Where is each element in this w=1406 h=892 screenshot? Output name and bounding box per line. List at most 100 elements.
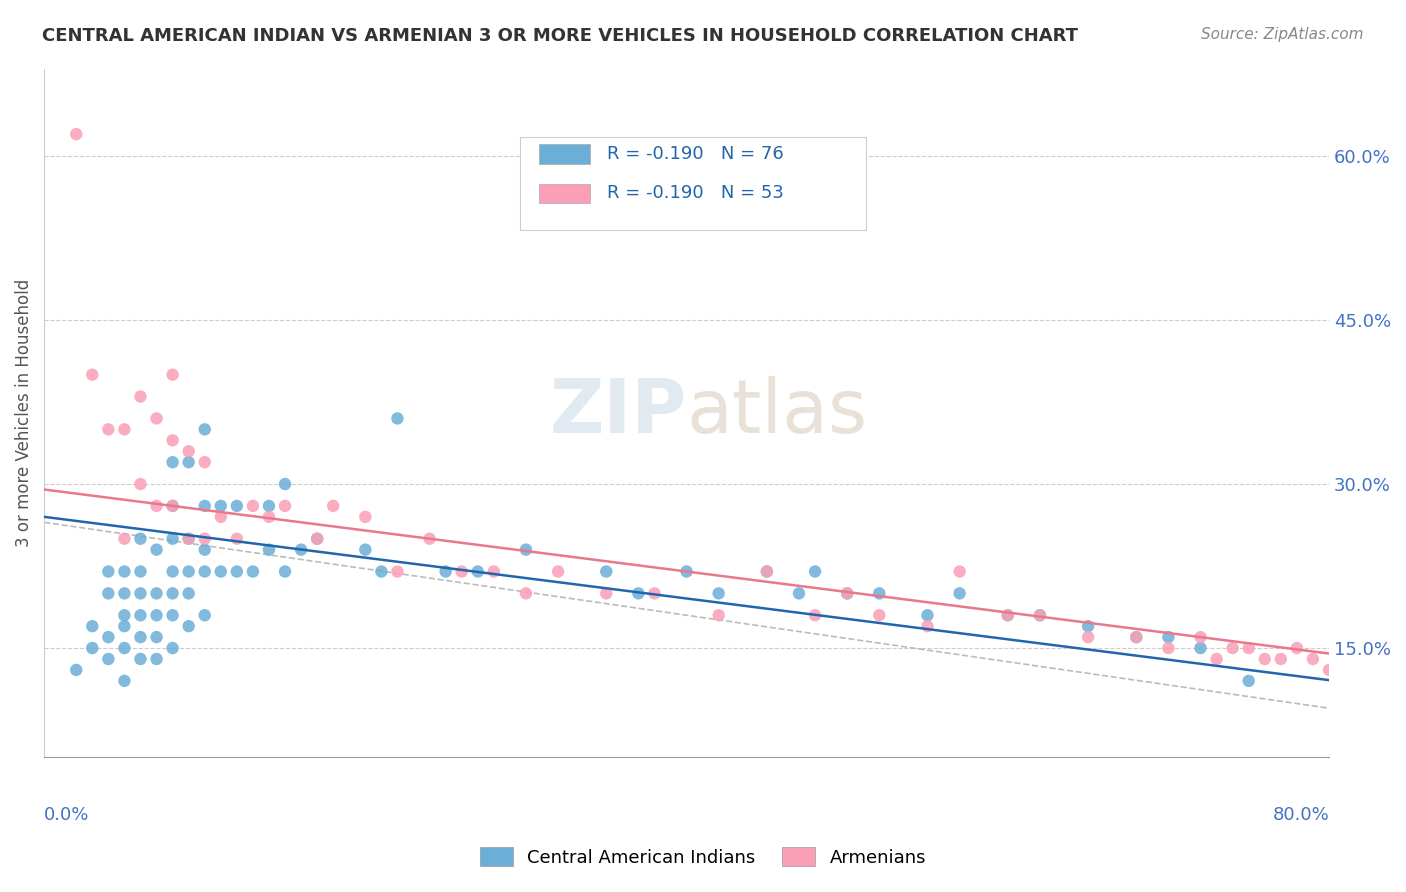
Point — [129, 565, 152, 579]
Point — [868, 586, 890, 600]
Point — [755, 565, 778, 579]
Point — [97, 630, 120, 644]
Point — [97, 422, 120, 436]
Point — [1237, 641, 1260, 656]
Point — [129, 390, 152, 404]
Point — [65, 663, 87, 677]
Point — [129, 477, 152, 491]
Point — [209, 509, 232, 524]
Point — [1285, 641, 1308, 656]
Point — [194, 455, 217, 469]
Point — [177, 532, 200, 546]
Point — [1189, 630, 1212, 644]
Point — [162, 641, 184, 656]
Point — [209, 499, 232, 513]
Point — [707, 608, 730, 623]
Point — [112, 565, 135, 579]
Point — [868, 608, 890, 623]
Point — [1317, 663, 1340, 677]
Text: 0.0%: 0.0% — [44, 805, 90, 823]
Point — [387, 411, 409, 425]
Point — [97, 652, 120, 666]
Point — [177, 619, 200, 633]
Point — [112, 586, 135, 600]
Point — [1205, 652, 1227, 666]
Point — [112, 673, 135, 688]
Point — [1222, 641, 1244, 656]
Point — [1029, 608, 1052, 623]
Point — [290, 542, 312, 557]
Point — [225, 565, 247, 579]
Point — [129, 630, 152, 644]
Point — [370, 565, 392, 579]
Point — [162, 586, 184, 600]
Point — [1302, 652, 1324, 666]
Point — [1125, 630, 1147, 644]
Point — [595, 586, 617, 600]
Point — [257, 509, 280, 524]
Text: CENTRAL AMERICAN INDIAN VS ARMENIAN 3 OR MORE VEHICLES IN HOUSEHOLD CORRELATION : CENTRAL AMERICAN INDIAN VS ARMENIAN 3 OR… — [42, 27, 1078, 45]
Point — [177, 455, 200, 469]
Point — [1254, 652, 1277, 666]
Point — [917, 608, 939, 623]
Point — [787, 586, 810, 600]
Point — [307, 532, 329, 546]
Point — [82, 619, 104, 633]
Point — [129, 586, 152, 600]
Point — [307, 532, 329, 546]
Point — [387, 565, 409, 579]
Point — [177, 586, 200, 600]
Point — [225, 532, 247, 546]
Point — [97, 565, 120, 579]
Point — [242, 499, 264, 513]
Point — [467, 565, 489, 579]
Point — [194, 608, 217, 623]
Point — [162, 532, 184, 546]
Point — [225, 499, 247, 513]
Text: ZIP: ZIP — [550, 376, 686, 450]
Point — [194, 422, 217, 436]
Point — [1189, 641, 1212, 656]
Point — [162, 455, 184, 469]
Point — [949, 565, 972, 579]
Text: R = -0.190   N = 53: R = -0.190 N = 53 — [607, 185, 783, 202]
Point — [997, 608, 1019, 623]
Point — [419, 532, 441, 546]
Point — [1077, 619, 1099, 633]
Point — [675, 565, 697, 579]
Point — [1029, 608, 1052, 623]
Point — [194, 499, 217, 513]
Point — [112, 641, 135, 656]
Text: Source: ZipAtlas.com: Source: ZipAtlas.com — [1201, 27, 1364, 42]
Point — [145, 586, 167, 600]
Point — [162, 368, 184, 382]
Point — [1125, 630, 1147, 644]
Point — [145, 411, 167, 425]
Point — [145, 499, 167, 513]
Point — [82, 641, 104, 656]
Point — [82, 368, 104, 382]
Point — [274, 499, 297, 513]
Legend: Central American Indians, Armenians: Central American Indians, Armenians — [472, 840, 934, 874]
Point — [804, 565, 827, 579]
FancyBboxPatch shape — [538, 145, 591, 163]
Point — [1157, 641, 1180, 656]
Point — [112, 619, 135, 633]
Point — [643, 586, 665, 600]
Point — [257, 499, 280, 513]
Point — [242, 565, 264, 579]
Point — [949, 586, 972, 600]
Point — [257, 542, 280, 557]
Text: R = -0.190   N = 76: R = -0.190 N = 76 — [607, 145, 783, 163]
Point — [755, 565, 778, 579]
Point — [482, 565, 505, 579]
Point — [209, 565, 232, 579]
Point — [1237, 673, 1260, 688]
Point — [194, 532, 217, 546]
Point — [112, 608, 135, 623]
Y-axis label: 3 or more Vehicles in Household: 3 or more Vehicles in Household — [15, 279, 32, 547]
Point — [177, 565, 200, 579]
Point — [1077, 630, 1099, 644]
Point — [450, 565, 472, 579]
Point — [627, 586, 650, 600]
